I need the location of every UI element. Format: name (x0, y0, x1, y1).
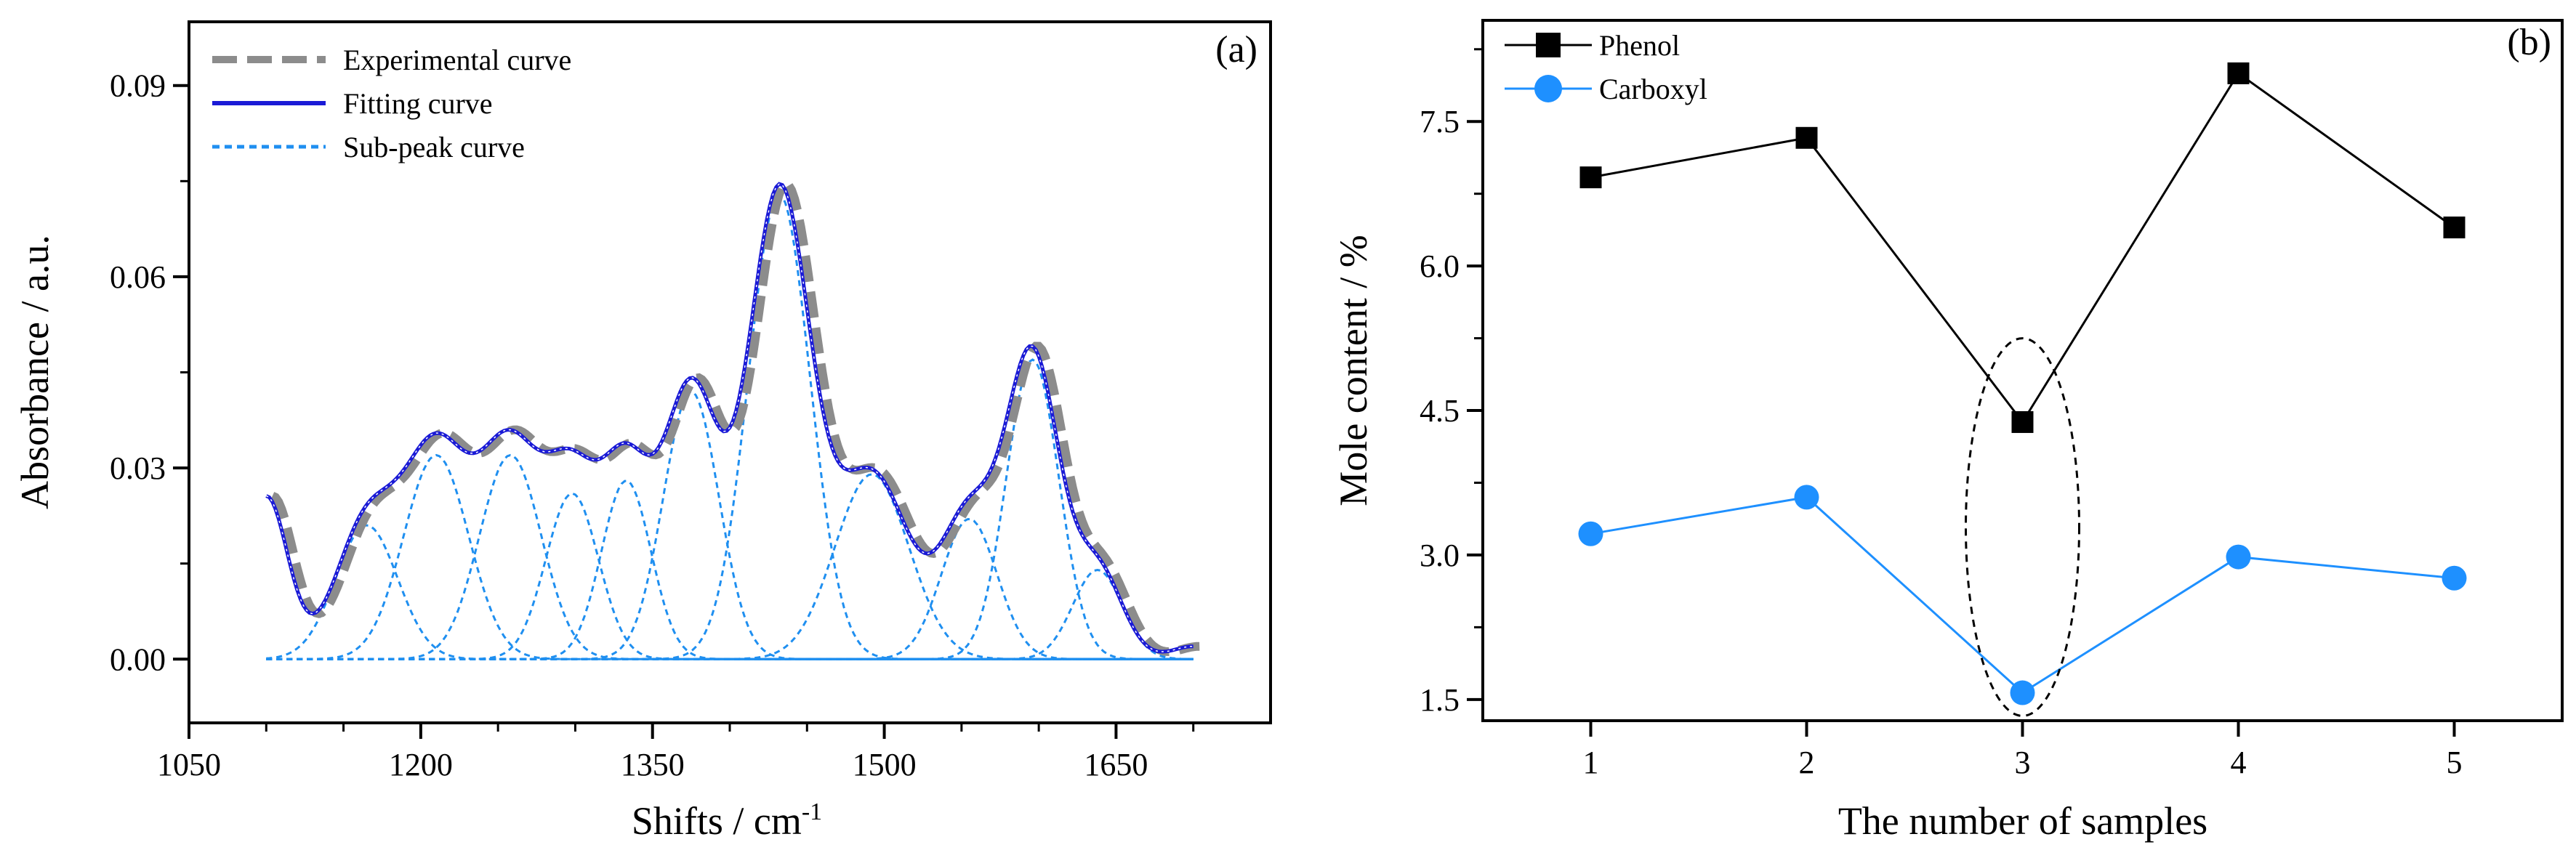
a-x-tick-label: 1500 (853, 747, 917, 782)
legend-experimental-label: Experimental curve (343, 44, 571, 76)
b-x-tick-label: 5 (2447, 745, 2463, 780)
panel-a-ticks: 1050 1200 1350 1500 1650 0.00 0.03 0.06 0.09 (110, 68, 1195, 782)
a-y-tick-label: 0.06 (110, 259, 166, 295)
panel-b-label: (b) (2507, 22, 2551, 63)
a-y-tick-label: 0.00 (110, 642, 166, 677)
phenol-line (1590, 71, 2455, 424)
legend-phenol-marker (1536, 33, 1561, 57)
panel-a-curves (265, 179, 1200, 660)
legend-carboxyl-label: Carboxyl (1599, 73, 1707, 105)
a-y-tick-label: 0.03 (110, 450, 166, 486)
phenol-point-4 (2227, 62, 2250, 84)
sub-peak-curve-8 (266, 473, 1194, 660)
carboxyl-point-5 (2442, 565, 2467, 591)
panel-a-chart: 1050 1200 1350 1500 1650 0.00 0.03 0.06 0.09 (a)… (13, 20, 1272, 843)
panel-a-x-axis-title: Shifts / cm-1 (632, 798, 822, 843)
legend-phenol-label: Phenol (1599, 29, 1680, 62)
sub-peak-curve-5 (266, 479, 1194, 660)
carboxyl-point-4 (2226, 544, 2251, 570)
panel-b-x-axis-title: The number of samples (1838, 799, 2207, 843)
b-x-tick-label: 4 (2231, 745, 2247, 780)
phenol-point-3 (2011, 410, 2034, 433)
phenol-point-2 (1795, 126, 1818, 149)
panel-b-chart: 1 2 3 4 5 1.5 3.0 4.5 6.0 7.5 (b) Phenol Carboxyl… (1332, 19, 2564, 843)
fitting-curve (265, 182, 1194, 654)
panel-b-ticks: 1 2 3 4 5 1.5 3.0 4.5 6.0 7.5 (1420, 48, 2463, 780)
sub-peak-curve-11 (266, 568, 1194, 660)
a-x-tick-label: 1350 (621, 747, 685, 782)
sample-3-highlight-ellipse (1965, 337, 2080, 717)
a-x-tick-label: 1050 (157, 747, 221, 782)
sub-peak-curve-10 (266, 358, 1194, 660)
phenol-point-5 (2443, 216, 2466, 239)
carboxyl-point-3 (2010, 680, 2035, 705)
sub-peak-curve-4 (266, 492, 1194, 660)
b-x-tick-label: 3 (2015, 745, 2031, 780)
b-y-tick-label: 4.5 (1420, 393, 1460, 429)
carboxyl-point-1 (1578, 521, 1603, 546)
panel-b-legend: Phenol Carboxyl (1505, 29, 1707, 105)
legend-subpeak-label: Sub-peak curve (343, 131, 525, 163)
carboxyl-point-2 (1794, 485, 1819, 510)
b-x-tick-label: 1 (1583, 745, 1599, 780)
b-y-tick-label: 3.0 (1420, 538, 1460, 573)
a-y-tick-label: 0.09 (110, 68, 166, 104)
carboxyl-line (1590, 495, 2455, 695)
panel-a-frame (188, 20, 1272, 724)
panel-a-y-axis-title: Absorbance / a.u. (13, 235, 57, 509)
panel-b-y-axis-title: Mole content / % (1332, 235, 1375, 506)
a-x-tick-label: 1650 (1084, 747, 1148, 782)
experimental-curve (270, 179, 1200, 657)
fitting-curve-highlight (265, 183, 1194, 652)
panel-a-label: (a) (1215, 29, 1257, 70)
b-x-tick-label: 2 (1799, 745, 1815, 780)
b-y-tick-label: 7.5 (1420, 104, 1460, 139)
panel-a-legend: Experimental curve Fitting curve Sub-pea… (212, 44, 571, 163)
b-y-tick-label: 6.0 (1420, 248, 1460, 284)
a-x-tick-label: 1200 (389, 747, 453, 782)
panel-b-frame (1481, 19, 2564, 722)
legend-carboxyl-marker (1534, 75, 1562, 102)
panel-b-series (1578, 62, 2467, 705)
b-y-tick-label: 1.5 (1420, 682, 1460, 718)
phenol-point-1 (1579, 166, 1602, 189)
legend-fitting-label: Fitting curve (343, 87, 493, 120)
